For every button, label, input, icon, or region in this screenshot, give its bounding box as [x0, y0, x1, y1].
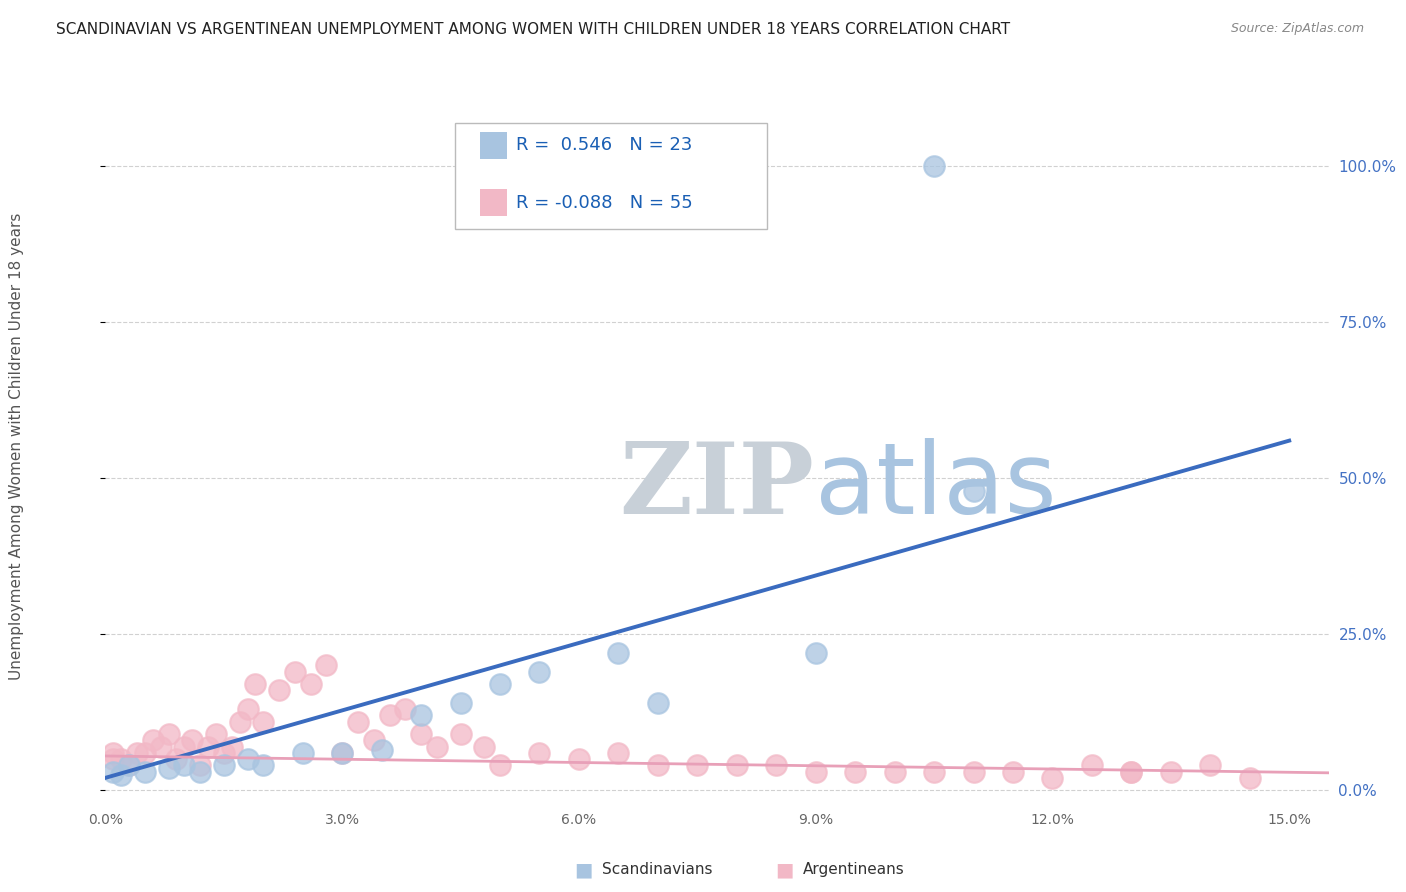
Point [236, 702, 259, 716]
Point [647, 758, 669, 772]
Point [347, 714, 370, 729]
Point [370, 742, 392, 756]
Point [330, 746, 353, 760]
Point [173, 758, 195, 772]
Point [110, 752, 132, 766]
Point [647, 696, 669, 710]
Point [411, 708, 433, 723]
Point [166, 752, 188, 766]
Text: R = -0.088   N = 55: R = -0.088 N = 55 [516, 194, 693, 211]
Point [212, 746, 235, 760]
Bar [479, 132, 506, 159]
Point [489, 677, 512, 691]
Point [1042, 771, 1064, 785]
Point [411, 727, 433, 741]
Text: ■: ■ [775, 860, 794, 880]
Point [188, 758, 211, 772]
Point [125, 746, 148, 760]
Point [205, 727, 228, 741]
Point [725, 758, 748, 772]
Text: ■: ■ [574, 860, 593, 880]
Point [378, 708, 401, 723]
Point [607, 746, 630, 760]
Point [765, 758, 787, 772]
Point [134, 746, 156, 760]
Point [103, 746, 125, 760]
Point [284, 665, 307, 679]
Point [212, 758, 235, 772]
Point [1081, 758, 1104, 772]
Point [110, 767, 132, 781]
Point [118, 758, 141, 772]
Text: ZIP: ZIP [619, 438, 814, 535]
Point [149, 739, 172, 754]
Point [228, 714, 250, 729]
Point [426, 739, 449, 754]
Point [568, 752, 591, 766]
Text: SCANDINAVIAN VS ARGENTINEAN UNEMPLOYMENT AMONG WOMEN WITH CHILDREN UNDER 18 YEAR: SCANDINAVIAN VS ARGENTINEAN UNEMPLOYMENT… [56, 22, 1011, 37]
Point [157, 761, 180, 775]
Point [1121, 764, 1143, 779]
Point [686, 758, 709, 772]
Point [157, 727, 180, 741]
Point [103, 752, 125, 766]
Point [252, 714, 274, 729]
Point [450, 696, 472, 710]
Point [607, 646, 630, 660]
Bar [479, 189, 506, 216]
Point [330, 746, 353, 760]
Text: atlas: atlas [815, 438, 1056, 535]
Point [804, 764, 827, 779]
FancyBboxPatch shape [456, 123, 768, 229]
Point [1001, 764, 1024, 779]
Text: R =  0.546   N = 23: R = 0.546 N = 23 [516, 136, 693, 154]
Point [245, 677, 267, 691]
Point [134, 764, 156, 779]
Point [883, 764, 905, 779]
Point [291, 746, 314, 760]
Point [489, 758, 512, 772]
Text: Source: ZipAtlas.com: Source: ZipAtlas.com [1230, 22, 1364, 36]
Point [922, 159, 945, 173]
Text: Argentineans: Argentineans [803, 863, 904, 877]
Point [472, 739, 495, 754]
Point [607, 159, 630, 173]
Point [1199, 758, 1222, 772]
Point [299, 677, 322, 691]
Point [529, 746, 551, 760]
Point [1160, 764, 1182, 779]
Point [315, 658, 337, 673]
Point [188, 764, 211, 779]
Point [181, 733, 204, 747]
Point [103, 764, 125, 779]
Point [363, 733, 385, 747]
Point [221, 739, 243, 754]
Point [267, 683, 290, 698]
Point [450, 727, 472, 741]
Point [1239, 771, 1261, 785]
Point [922, 764, 945, 779]
Text: Scandinavians: Scandinavians [602, 863, 713, 877]
Point [197, 739, 219, 754]
Point [394, 702, 416, 716]
Point [236, 752, 259, 766]
Text: Unemployment Among Women with Children Under 18 years: Unemployment Among Women with Children U… [10, 212, 24, 680]
Point [252, 758, 274, 772]
Point [962, 483, 984, 498]
Point [529, 665, 551, 679]
Point [962, 764, 984, 779]
Point [118, 758, 141, 772]
Point [844, 764, 866, 779]
Point [804, 646, 827, 660]
Point [1121, 764, 1143, 779]
Point [142, 733, 165, 747]
Point [173, 739, 195, 754]
